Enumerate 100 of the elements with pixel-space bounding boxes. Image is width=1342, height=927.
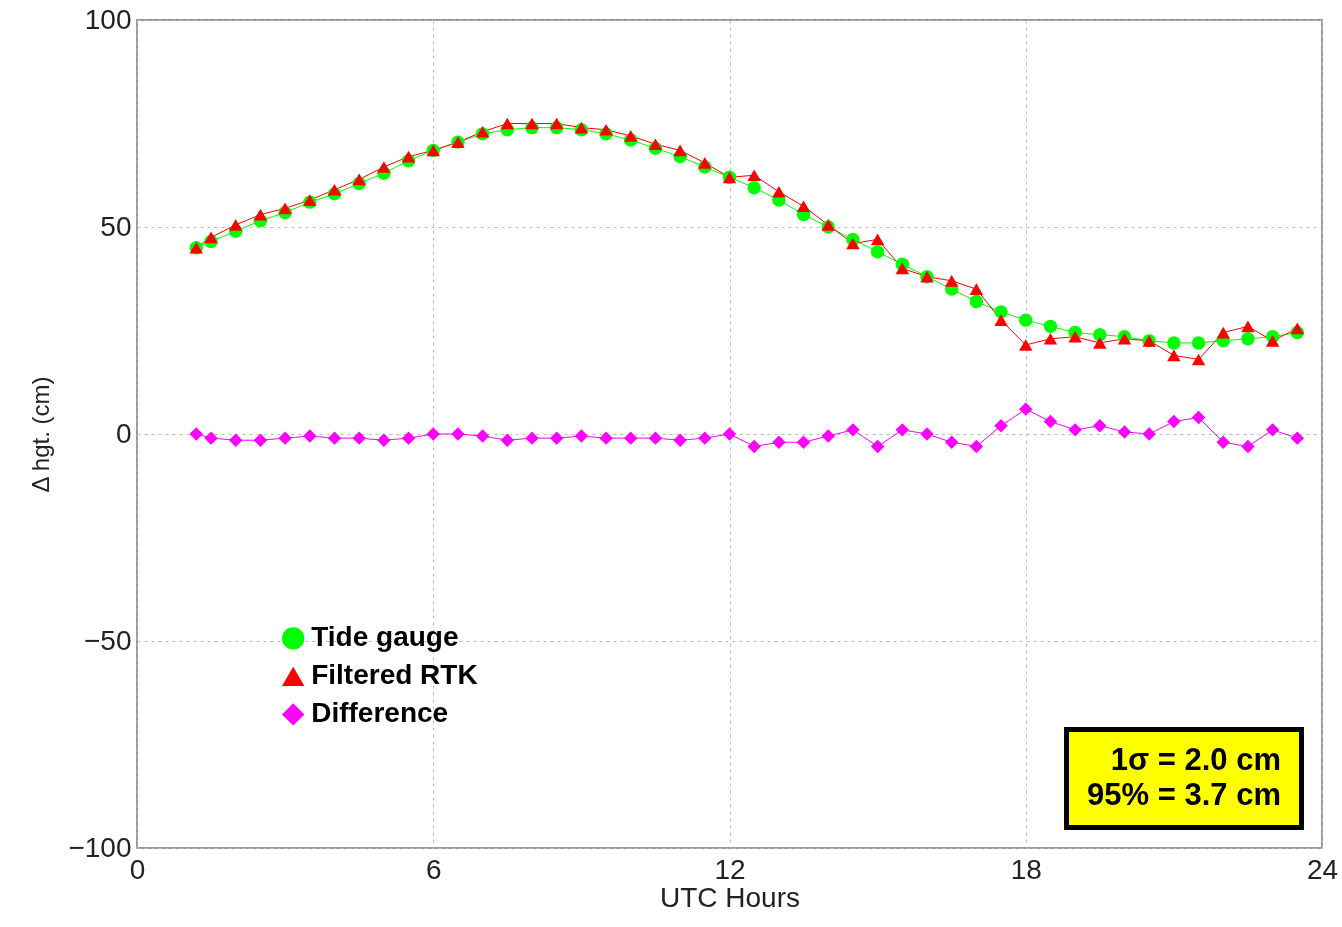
point [1191,410,1206,425]
point [549,431,564,445]
point [1068,423,1082,437]
point [1241,332,1255,346]
point [747,180,761,195]
point [253,433,268,447]
point [895,262,910,275]
point [624,431,638,445]
point [1117,425,1132,439]
point [969,283,984,295]
legend-label: Difference [311,697,449,729]
point [673,144,687,157]
y-tick-label: 50 [100,210,132,242]
point [278,431,292,445]
point [1241,439,1255,454]
point [500,433,515,447]
point [870,245,885,259]
point [1093,337,1107,349]
y-tick-label: 0 [115,417,132,449]
x-tick-label: 24 [1306,853,1339,885]
point [673,433,687,447]
point [253,208,268,221]
point [698,431,712,445]
y-axis-title: Δ hgt. (cm) [27,376,55,493]
point [451,427,465,441]
x-tick-label: 6 [425,853,442,885]
point [796,435,811,449]
point [1019,402,1033,416]
point [698,157,712,169]
point [1167,349,1181,362]
point [352,431,366,445]
point [1290,431,1305,445]
point [1093,419,1107,433]
point [1068,330,1082,343]
point [401,150,416,163]
point [327,183,342,196]
point [747,439,761,454]
point [1191,353,1206,366]
point [722,427,737,441]
point [204,431,218,445]
point [870,439,885,454]
y-tick-label: 100 [84,3,132,35]
point [1216,326,1230,339]
y-tick-label: −50 [84,624,132,656]
point [1241,320,1255,333]
point [821,429,835,443]
point [525,117,539,130]
point [1142,427,1156,441]
annotation: 1σ = 2.0 cm [1109,741,1281,778]
point [1191,336,1206,350]
point [303,429,317,443]
legend-label: Tide gauge [311,621,459,653]
point [747,169,761,182]
point [969,294,984,309]
point [944,275,959,287]
point [1290,322,1305,335]
point [796,200,811,213]
point [426,427,440,441]
point [1019,313,1033,327]
x-tick-label: 18 [1010,853,1042,885]
point [204,231,218,244]
legend-label: Filtered RTK [311,659,478,691]
point [994,314,1008,326]
point [229,433,243,447]
point [352,173,366,186]
point [278,202,292,215]
point [1265,335,1280,347]
point [895,423,910,437]
point [500,117,515,130]
point [599,431,613,445]
point [599,123,613,136]
point [525,431,539,445]
point [327,431,342,445]
point [401,431,416,445]
point [846,237,860,250]
point [377,161,391,173]
point [920,427,934,441]
point [1043,414,1058,429]
point [772,186,786,198]
annotation: 95% = 3.7 cm [1087,777,1281,813]
point [549,117,564,130]
point [1216,435,1230,449]
point [1265,423,1280,437]
point [846,423,860,437]
point [648,138,663,151]
point [1167,414,1181,429]
point [377,433,391,447]
point [475,429,490,443]
point [574,429,589,443]
point [1019,339,1033,351]
point [994,305,1008,319]
note-box: 1σ = 2.0 cm 95% = 3.7 cm [1064,726,1304,830]
point [994,419,1008,433]
y-tick-label: −100 [68,831,132,863]
point [772,435,786,449]
point [229,219,243,231]
point [944,435,959,449]
point [1043,332,1058,345]
point [189,427,203,441]
point [1043,319,1058,334]
